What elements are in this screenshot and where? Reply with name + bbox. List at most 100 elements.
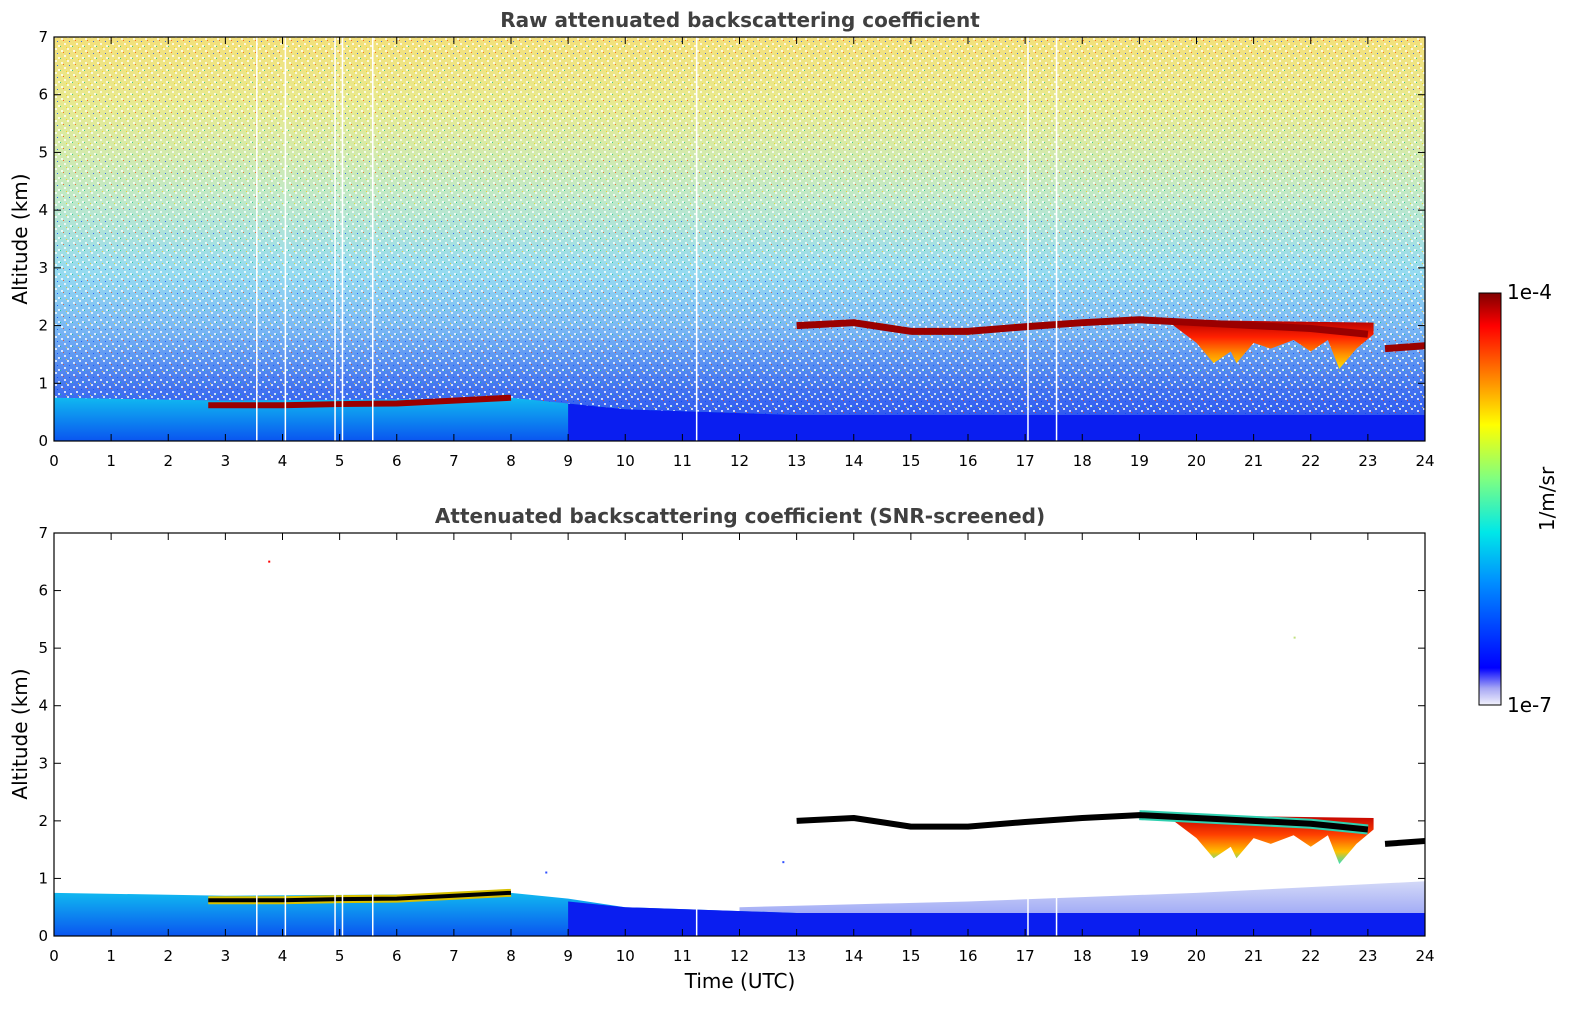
x-tick-label: 12 [730,947,749,965]
x-tick-label: 20 [1187,947,1206,965]
x-tick-label: 13 [787,947,806,965]
x-tick-label: 12 [730,452,749,470]
x-tick-label: 9 [563,452,573,470]
y-tick-label: 0 [38,927,48,945]
y-tick-label: 3 [38,259,48,277]
x-tick-label: 23 [1358,947,1377,965]
x-tick-label: 3 [221,947,231,965]
bottom-elevated-layer [796,812,1425,847]
y-tick-label: 4 [38,697,48,715]
y-tick-label: 5 [38,143,48,161]
y-tick-label: 7 [38,28,48,46]
top-y-axis-label: Altitude (km) [8,173,32,304]
x-tick-label: 17 [1016,452,1035,470]
top-x-ticks: 0 1 2 3 4 5 6 7 8 9 10 11 12 13 14 15 16 17 18 19 20 21 22 23 24 [49,37,1435,470]
bottom-low-cloud-layer [208,890,512,903]
colorbar: 1e-4 1e-7 1/m/sr [1478,280,1559,717]
x-tick-label: 18 [1073,947,1092,965]
top-noise [54,37,1425,441]
colorbar-min-label: 1e-7 [1507,693,1552,717]
x-tick-label: 19 [1130,452,1149,470]
bottom-panel-title: Attenuated backscattering coefficient (S… [435,504,1045,528]
x-tick-label: 17 [1016,947,1035,965]
x-tick-label: 4 [278,947,288,965]
x-tick-label: 24 [1415,947,1434,965]
x-tick-label: 23 [1358,452,1377,470]
colorbar-unit-label: 1/m/sr [1535,466,1559,531]
x-tick-label: 4 [278,452,288,470]
bottom-x-ticks: 0 1 2 3 4 5 6 7 8 9 10 11 12 13 14 15 16 17 18 19 20 21 22 23 24 [49,533,1435,965]
y-tick-label: 6 [38,582,48,600]
top-elevated-layer [796,316,1425,353]
top-boundary-layer-base [568,403,1425,441]
x-tick-label: 1 [106,452,116,470]
x-tick-label: 21 [1244,947,1263,965]
x-tick-label: 0 [49,452,59,470]
x-tick-label: 2 [163,947,173,965]
x-tick-label: 3 [221,452,231,470]
top-heatmap [54,37,1425,441]
bottom-isolated-returns [268,560,1296,874]
x-tick-label: 14 [844,452,863,470]
x-tick-label: 13 [787,452,806,470]
x-tick-label: 11 [673,452,692,470]
x-tick-label: 24 [1415,452,1434,470]
x-tick-label: 0 [49,947,59,965]
x-tick-label: 15 [901,947,920,965]
isolated-return [1293,636,1296,639]
x-tick-label: 9 [563,947,573,965]
x-tick-label: 22 [1301,947,1320,965]
bottom-y-ticks: 0 1 2 3 4 5 6 7 [38,524,1425,945]
x-tick-label: 2 [163,452,173,470]
y-tick-label: 6 [38,86,48,104]
x-tick-label: 22 [1301,452,1320,470]
y-tick-label: 1 [38,374,48,392]
x-tick-label: 14 [844,947,863,965]
bottom-boundary-layer-base [568,901,1425,936]
x-tick-label: 21 [1244,452,1263,470]
bottom-background [54,533,1425,936]
y-tick-label: 2 [38,317,48,335]
x-tick-label: 16 [958,947,977,965]
y-tick-label: 5 [38,639,48,657]
x-tick-label: 8 [506,452,516,470]
x-tick-label: 7 [449,452,459,470]
top-panel-title: Raw attenuated backscattering coefficien… [500,8,980,32]
isolated-return [782,861,785,864]
y-tick-label: 0 [38,432,48,450]
x-tick-label: 18 [1073,452,1092,470]
x-tick-label: 6 [392,947,402,965]
y-tick-label: 2 [38,812,48,830]
top-y-ticks: 0 1 2 3 4 5 6 7 [38,28,1425,450]
y-tick-label: 3 [38,754,48,772]
bottom-panel: Attenuated backscattering coefficient (S… [8,504,1435,993]
y-tick-label: 1 [38,869,48,887]
colorbar-gradient [1478,292,1502,706]
x-tick-label: 19 [1130,947,1149,965]
x-tick-label: 10 [616,452,635,470]
bottom-y-axis-label: Altitude (km) [8,668,32,799]
x-tick-label: 16 [958,452,977,470]
y-tick-label: 7 [38,524,48,542]
top-panel: Raw attenuated backscattering coefficien… [8,8,1435,470]
bottom-data-gaps [256,889,1058,936]
x-tick-label: 6 [392,452,402,470]
x-tick-label: 10 [616,947,635,965]
top-data-gaps [256,37,1058,441]
x-tick-label: 1 [106,947,116,965]
x-tick-label: 8 [506,947,516,965]
bottom-x-axis-label: Time (UTC) [684,969,796,993]
isolated-return [268,560,271,563]
isolated-return [545,871,548,874]
x-tick-label: 5 [335,452,345,470]
top-low-cloud-layer [208,394,512,409]
y-tick-label: 4 [38,201,48,219]
colorbar-max-label: 1e-4 [1507,280,1552,304]
x-tick-label: 7 [449,947,459,965]
x-tick-label: 15 [901,452,920,470]
x-tick-label: 5 [335,947,345,965]
x-tick-label: 11 [673,947,692,965]
x-tick-label: 20 [1187,452,1206,470]
bottom-heatmap [54,533,1425,936]
